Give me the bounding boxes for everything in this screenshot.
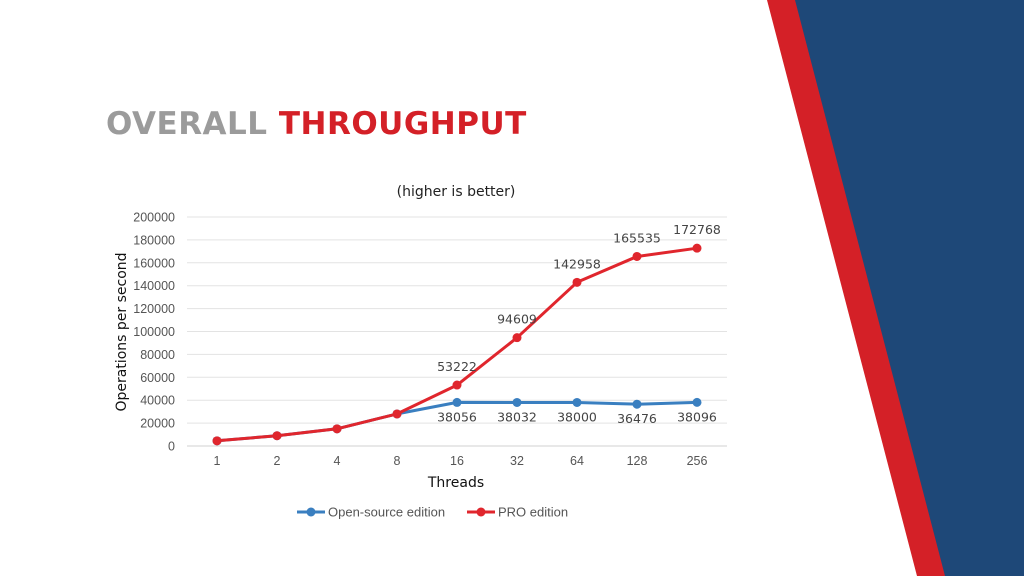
data-label: 165535 — [613, 230, 661, 245]
data-point — [572, 397, 582, 407]
navy-panel — [795, 0, 1024, 576]
data-point — [212, 436, 222, 446]
data-label: 38096 — [677, 409, 717, 424]
title-word-overall: OVERALL — [106, 106, 268, 142]
data-point — [692, 243, 702, 253]
data-point — [632, 399, 642, 409]
chart-title: (higher is better) — [397, 184, 516, 200]
data-point — [512, 333, 522, 343]
legend-marker — [306, 507, 316, 517]
data-point — [272, 431, 282, 441]
data-label: 142958 — [553, 256, 601, 271]
series-group — [212, 243, 702, 446]
legend-marker — [476, 507, 486, 517]
data-point — [452, 380, 462, 390]
x-tick-label: 2 — [274, 454, 281, 468]
data-point — [452, 397, 462, 407]
data-label: 38032 — [497, 409, 537, 424]
x-tick-label: 8 — [394, 454, 401, 468]
x-axis-label: Threads — [427, 475, 484, 491]
x-tick-label: 256 — [687, 454, 708, 468]
data-labels: 38056 38032 38000 36476 38096 53222 94609 14295… — [437, 222, 721, 426]
data-label: 38000 — [557, 409, 597, 424]
data-point — [692, 397, 702, 407]
y-tick-label: 0 — [168, 440, 175, 454]
y-tick-label: 120000 — [133, 302, 175, 316]
data-point — [392, 409, 402, 419]
y-axis-label: Operations per second — [114, 252, 130, 411]
y-tick-label: 60000 — [140, 371, 175, 385]
x-axis-ticks: 1 2 4 8 16 32 64 128 256 — [214, 454, 708, 468]
x-tick-label: 1 — [214, 454, 221, 468]
y-tick-label: 40000 — [140, 394, 175, 408]
data-label: 172768 — [673, 222, 721, 237]
data-label: 94609 — [497, 312, 537, 327]
y-tick-label: 140000 — [133, 279, 175, 293]
page-title: OVERALL THROUGHPUT — [106, 106, 527, 142]
legend-label: Open-source edition — [328, 505, 445, 520]
data-label: 36476 — [617, 411, 657, 426]
data-point — [572, 277, 582, 287]
y-tick-label: 20000 — [140, 417, 175, 431]
data-point — [332, 424, 342, 434]
data-label: 53222 — [437, 359, 477, 374]
x-tick-label: 64 — [570, 454, 584, 468]
x-tick-label: 32 — [510, 454, 524, 468]
legend: Open-source edition PRO edition — [297, 505, 568, 520]
data-point — [632, 251, 642, 261]
y-tick-label: 200000 — [133, 211, 175, 225]
y-tick-label: 80000 — [140, 348, 175, 362]
y-tick-label: 160000 — [133, 256, 175, 270]
y-tick-label: 100000 — [133, 325, 175, 339]
y-axis-ticks: 0 20000 40000 60000 80000 100000 120000 140000 1… — [133, 211, 175, 454]
title-word-throughput: THROUGHPUT — [278, 106, 527, 142]
red-stripe — [767, 0, 947, 576]
legend-label: PRO edition — [498, 505, 568, 520]
x-tick-label: 16 — [450, 454, 464, 468]
x-tick-label: 128 — [627, 454, 648, 468]
x-tick-label: 4 — [334, 454, 341, 468]
y-tick-label: 180000 — [133, 233, 175, 247]
data-point — [512, 397, 522, 407]
data-label: 38056 — [437, 409, 477, 424]
